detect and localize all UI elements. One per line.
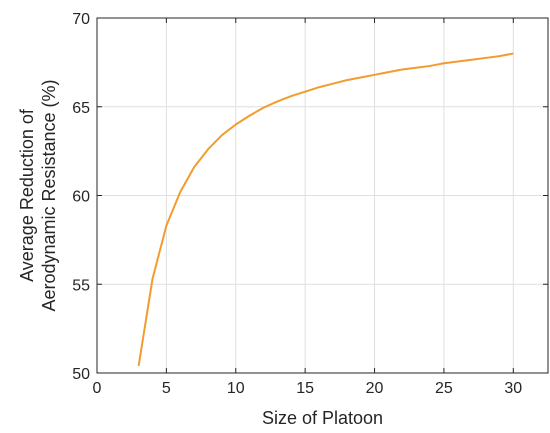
y-axis-label-line-1: Average Reduction of bbox=[17, 108, 37, 282]
y-tick-label: 70 bbox=[72, 11, 90, 28]
grid bbox=[97, 18, 548, 373]
y-tick-label: 55 bbox=[72, 277, 90, 294]
x-tick-label: 0 bbox=[93, 380, 102, 397]
x-tick-label: 25 bbox=[435, 380, 453, 397]
series-layer bbox=[137, 52, 514, 367]
y-axis-label-line-2: Aerodynamic Resistance (%) bbox=[39, 79, 59, 311]
x-tick-label: 15 bbox=[296, 380, 314, 397]
x-tick-label: 30 bbox=[504, 380, 522, 397]
y-tick-label: 65 bbox=[72, 100, 90, 117]
y-tick-label: 50 bbox=[72, 366, 90, 383]
x-axis-label: Size of Platoon bbox=[262, 408, 383, 428]
y-tick-label: 60 bbox=[72, 189, 90, 206]
x-tick-label: 5 bbox=[162, 380, 171, 397]
x-tick-label: 20 bbox=[366, 380, 384, 397]
ticks: 0 5 10 15 20 25 30 50 55 60 65 70 bbox=[72, 11, 548, 397]
series-line-0 bbox=[137, 52, 514, 367]
x-tick-label: 10 bbox=[227, 380, 245, 397]
